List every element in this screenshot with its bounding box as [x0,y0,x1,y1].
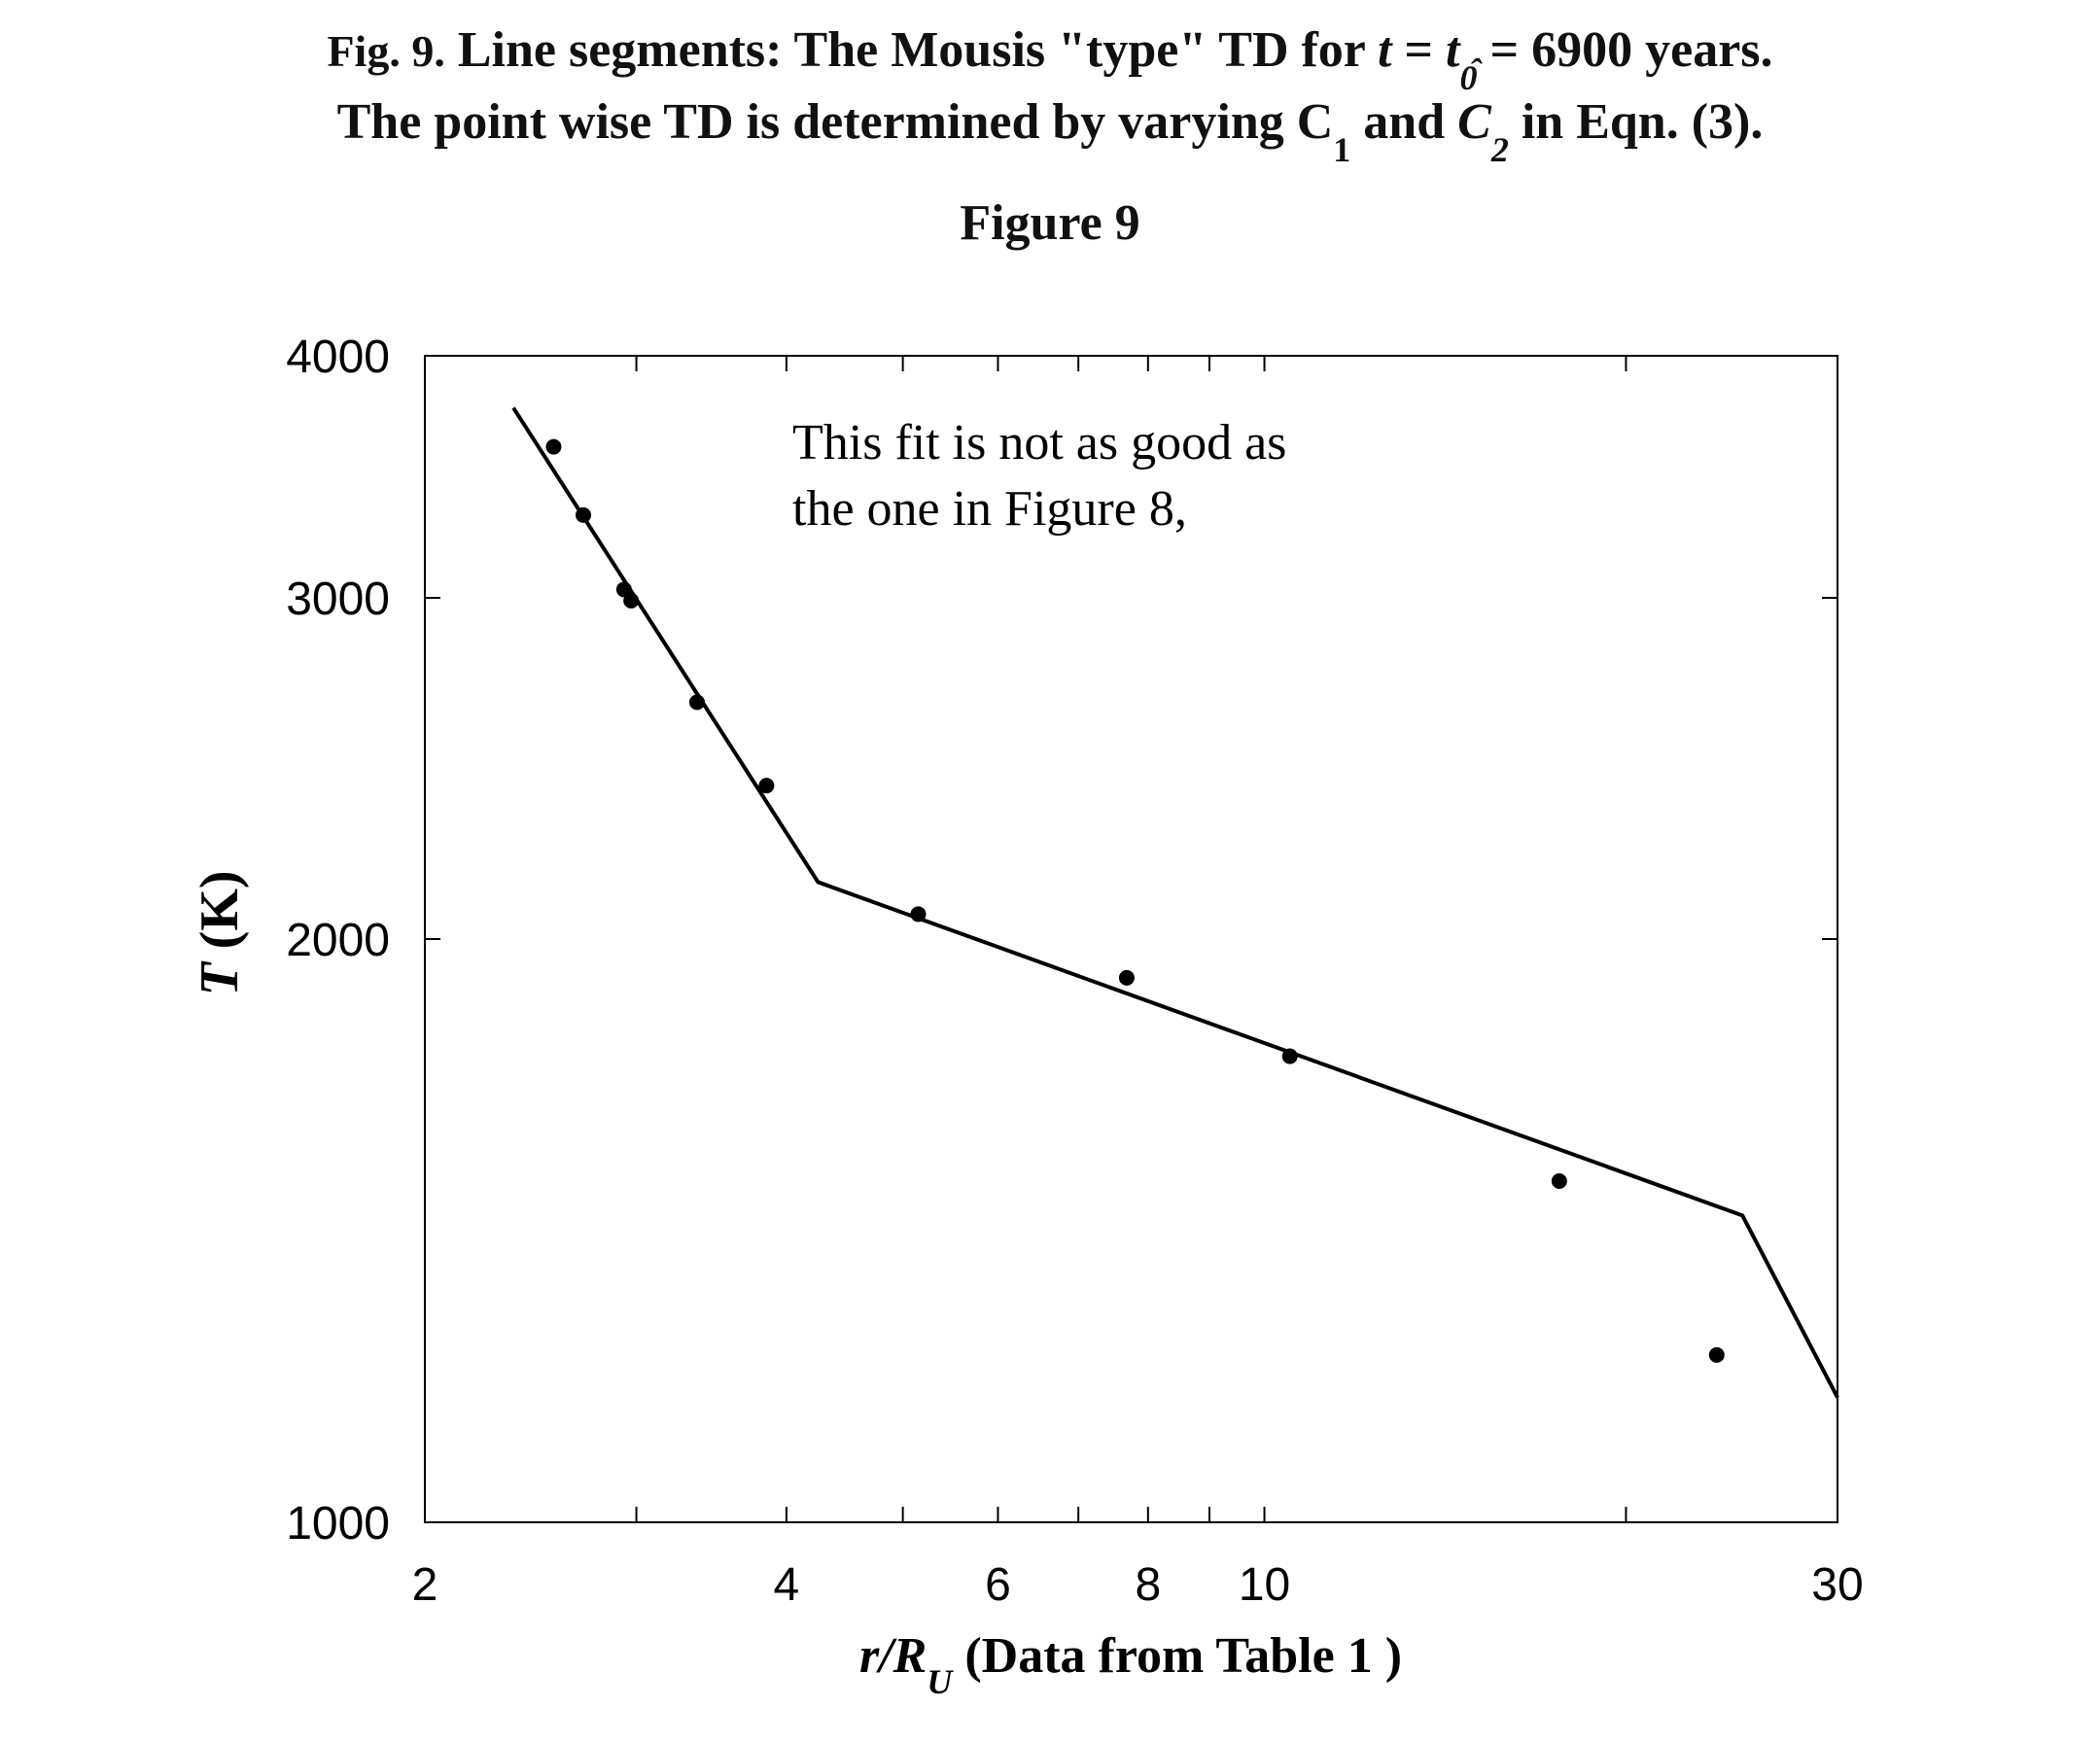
caption-and: and [1350,94,1458,150]
caption-text-1: Line segments: The Mousis "type" TD for [444,22,1378,78]
caption-equals: = [1391,22,1447,78]
figure-title: Figure 9 [960,195,1140,251]
series-group [511,406,1839,1399]
caption-c2-hat: ˆ [1469,52,1482,90]
caption-figure-label: Fig. 9. [327,26,445,76]
caption-t0-subscript: 0 [1459,58,1478,97]
x-tick-label: 30 [1811,1559,1863,1611]
x-axis-label-main: r/R [859,1628,927,1684]
y-tick-label: 2000 [286,915,390,966]
caption-c1-subscript: 1 [1333,130,1351,169]
caption-t0-symbol: t0 [1446,21,1477,97]
x-tick-label: 4 [774,1559,800,1611]
caption-c2-base: C [1457,94,1491,150]
caption-tail-2: in Eqn. (3). [1508,94,1764,150]
axis-tick-labels: 2 4 6 8 10 30 1000 2000 3000 4000 [286,331,1863,1611]
x-tick-label: 6 [985,1559,1011,1611]
caption-c2-subscript: 2 [1490,130,1509,169]
x-tick-label: 2 [412,1559,438,1611]
y-tick-label: 4000 [286,331,390,383]
x-tick-label: 10 [1239,1559,1290,1611]
data-point [1118,969,1135,986]
caption-line-2: The point wise TD is determined by varyi… [0,52,2100,169]
x-axis-label: r/RU (Data from Table 1 ) [859,1628,1402,1701]
x-axis-label-tail: (Data from Table 1 ) [952,1628,1402,1684]
data-point [1551,1173,1567,1190]
annotation-line-2: the one in Figure 8, [792,481,1187,537]
y-axis-label: T (K) [190,870,250,995]
caption-t0-base: t [1446,22,1460,78]
x-tick-label: 8 [1135,1559,1161,1611]
caption-line-1: Fig. 9. Line segments: The Mousis "type"… [0,21,2100,97]
y-tick-label: 1000 [286,1498,390,1550]
y-axis-label-main: T [190,960,250,996]
caption-t-symbol: t [1377,22,1392,78]
caption-text-2: The point wise TD is determined by varyi… [336,94,1334,150]
axis-ticks [424,355,1838,1523]
caption-tail-1: = 6900 years. [1477,22,1773,78]
data-point [1708,1346,1725,1363]
x-axis-label-sub: U [927,1662,954,1701]
data-point [758,778,775,794]
annotation-line-1: This fit is not as good as [792,415,1286,470]
y-axis-label-tail: (K) [190,870,250,962]
data-point [545,438,562,455]
y-tick-label: 3000 [286,574,390,625]
caption-c2-symbol: ˆ C2 [1457,52,1509,169]
fit-line [511,406,1839,1399]
